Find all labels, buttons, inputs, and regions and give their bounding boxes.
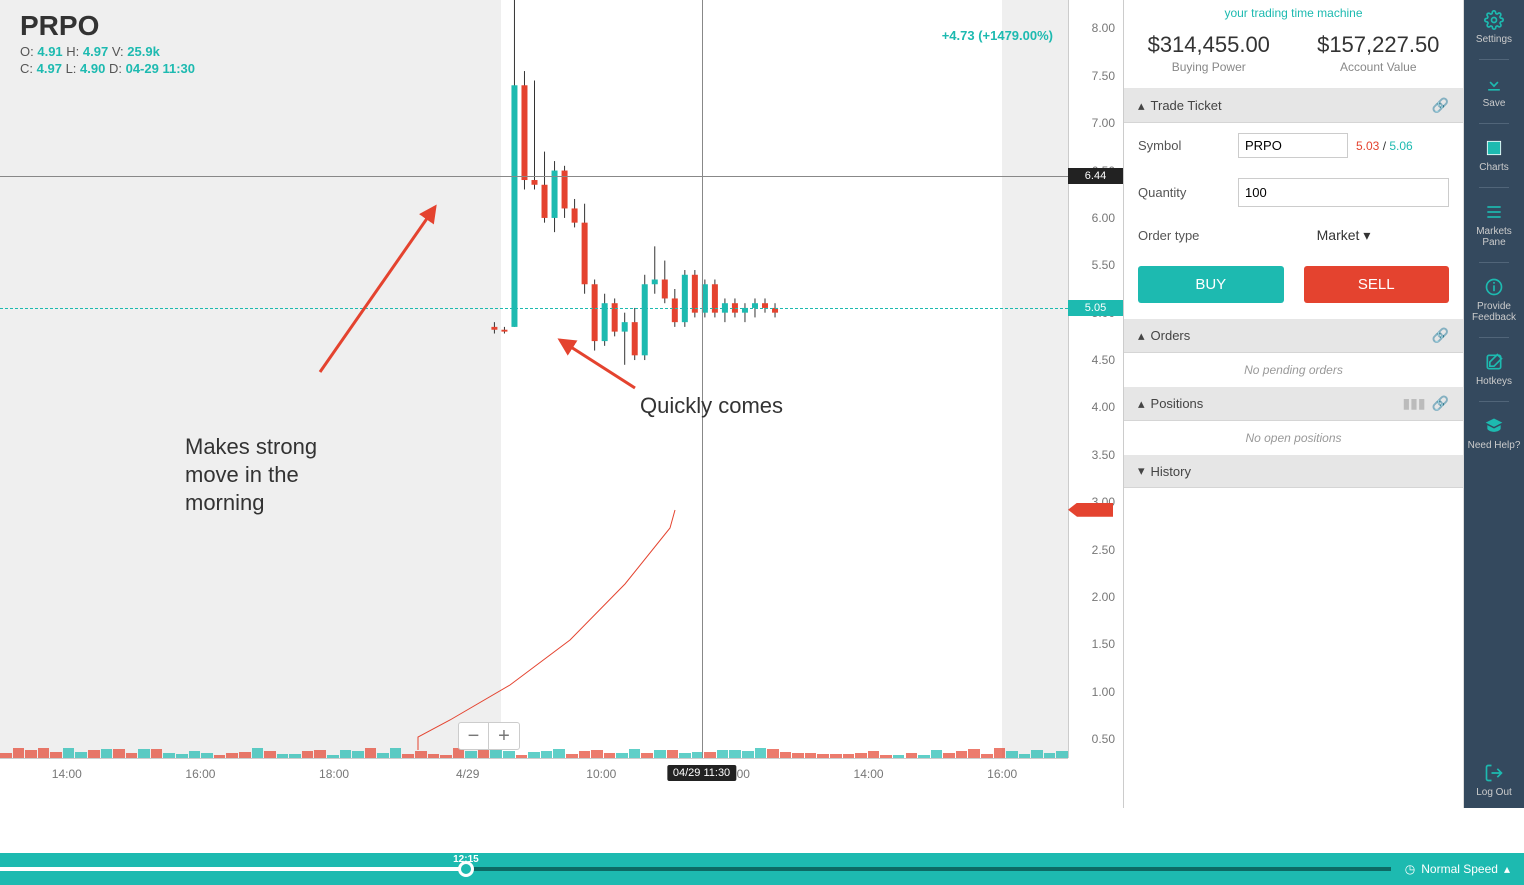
info-icon: [1484, 277, 1504, 297]
buying-power-amount: $314,455.00: [1148, 32, 1270, 58]
trade-ticket-header[interactable]: ▴ Trade Ticket 🔗: [1124, 89, 1463, 123]
timeline[interactable]: 12:15 ◷ Normal Speed ▴: [0, 853, 1524, 885]
chart-area[interactable]: PRPO O: 4.91 H: 4.97 V: 25.9k C: 4.97 L:…: [0, 0, 1124, 808]
quantity-label: Quantity: [1138, 185, 1238, 200]
chevron-down-icon: ▾: [1363, 227, 1370, 243]
volume-bars: [0, 738, 1068, 758]
nav-feedback[interactable]: Provide Feedback: [1464, 267, 1524, 333]
bar-chart-icon[interactable]: ▮▮▮: [1402, 395, 1425, 412]
ohlc-row-2: C: 4.97 L: 4.90 D: 04-29 11:30: [20, 61, 195, 76]
quantity-input[interactable]: [1238, 178, 1449, 207]
crosshair-vertical: [702, 0, 703, 758]
order-type-select[interactable]: Market ▾: [1317, 227, 1371, 243]
orders-header[interactable]: ▴ Orders 🔗: [1124, 319, 1463, 353]
nav-help[interactable]: Need Help?: [1464, 406, 1524, 461]
link-icon[interactable]: 🔗: [1432, 395, 1449, 412]
account-value-label: Account Value: [1317, 60, 1439, 74]
candlestick-chart: [0, 0, 1123, 808]
zoom-out-button[interactable]: −: [459, 723, 489, 749]
buy-button[interactable]: BUY: [1138, 266, 1284, 303]
symbol-input[interactable]: [1238, 133, 1348, 158]
symbol-label: Symbol: [1138, 138, 1238, 153]
caret-up-icon: ▴: [1138, 328, 1145, 344]
sell-button[interactable]: SELL: [1304, 266, 1450, 303]
speed-control[interactable]: ◷ Normal Speed ▴: [1391, 862, 1524, 876]
last-price-line: [0, 308, 1068, 309]
x-axis: 14:0016:0018:004/2910:0012:0014:0016:000…: [0, 758, 1068, 808]
buying-power-label: Buying Power: [1148, 60, 1270, 74]
clock-icon: ◷: [1405, 862, 1415, 876]
no-orders-msg: No pending orders: [1124, 353, 1463, 387]
right-nav: Settings Save Charts Markets Pane Provid…: [1464, 0, 1524, 808]
annotation-text: Quickly comes: [640, 393, 783, 419]
side-panel: your trading time machine $314,455.00 Bu…: [1124, 0, 1464, 808]
history-header[interactable]: ▾ History: [1124, 455, 1463, 488]
nav-hotkeys[interactable]: Hotkeys: [1464, 342, 1524, 397]
order-type-label: Order type: [1138, 228, 1238, 243]
download-icon: [1484, 74, 1504, 94]
timeline-fill: [0, 867, 466, 871]
positions-header[interactable]: ▴ Positions ▮▮▮ 🔗: [1124, 387, 1463, 421]
timeline-handle[interactable]: [458, 861, 474, 877]
annotation-text: Makes strong: [185, 434, 317, 460]
ohlc-row-1: O: 4.91 H: 4.97 V: 25.9k: [20, 44, 195, 59]
caret-up-icon: ▴: [1138, 98, 1145, 114]
nav-logout[interactable]: Log Out: [1464, 753, 1524, 808]
caret-down-icon: ▾: [1138, 463, 1145, 479]
y-axis: 0.501.001.502.002.503.003.504.004.505.00…: [1068, 0, 1123, 758]
link-icon[interactable]: 🔗: [1432, 327, 1449, 344]
chart-icon: [1484, 138, 1504, 158]
price-change: +4.73 (+1479.00%): [942, 28, 1053, 43]
zoom-in-button[interactable]: +: [489, 723, 519, 749]
nav-charts[interactable]: Charts: [1464, 128, 1524, 183]
nav-markets[interactable]: Markets Pane: [1464, 192, 1524, 258]
chevron-up-icon: ▴: [1504, 862, 1510, 876]
link-icon[interactable]: 🔗: [1432, 97, 1449, 114]
list-icon: [1484, 202, 1504, 222]
annotation-text: move in the: [185, 462, 299, 488]
graduation-icon: [1484, 416, 1504, 436]
nav-save[interactable]: Save: [1464, 64, 1524, 119]
crosshair-horizontal: [0, 176, 1068, 177]
nav-settings[interactable]: Settings: [1464, 0, 1524, 55]
bid-ask: 5.03 / 5.06: [1356, 139, 1413, 153]
tagline: your trading time machine: [1124, 0, 1463, 22]
no-positions-msg: No open positions: [1124, 421, 1463, 455]
zoom-control: − +: [458, 722, 520, 750]
ticker-symbol: PRPO: [20, 10, 195, 42]
account-value-amount: $157,227.50: [1317, 32, 1439, 58]
edit-icon: [1484, 352, 1504, 372]
gear-icon: [1484, 10, 1504, 30]
annotation-text: morning: [185, 490, 264, 516]
logout-icon: [1484, 763, 1504, 783]
caret-up-icon: ▴: [1138, 396, 1145, 412]
